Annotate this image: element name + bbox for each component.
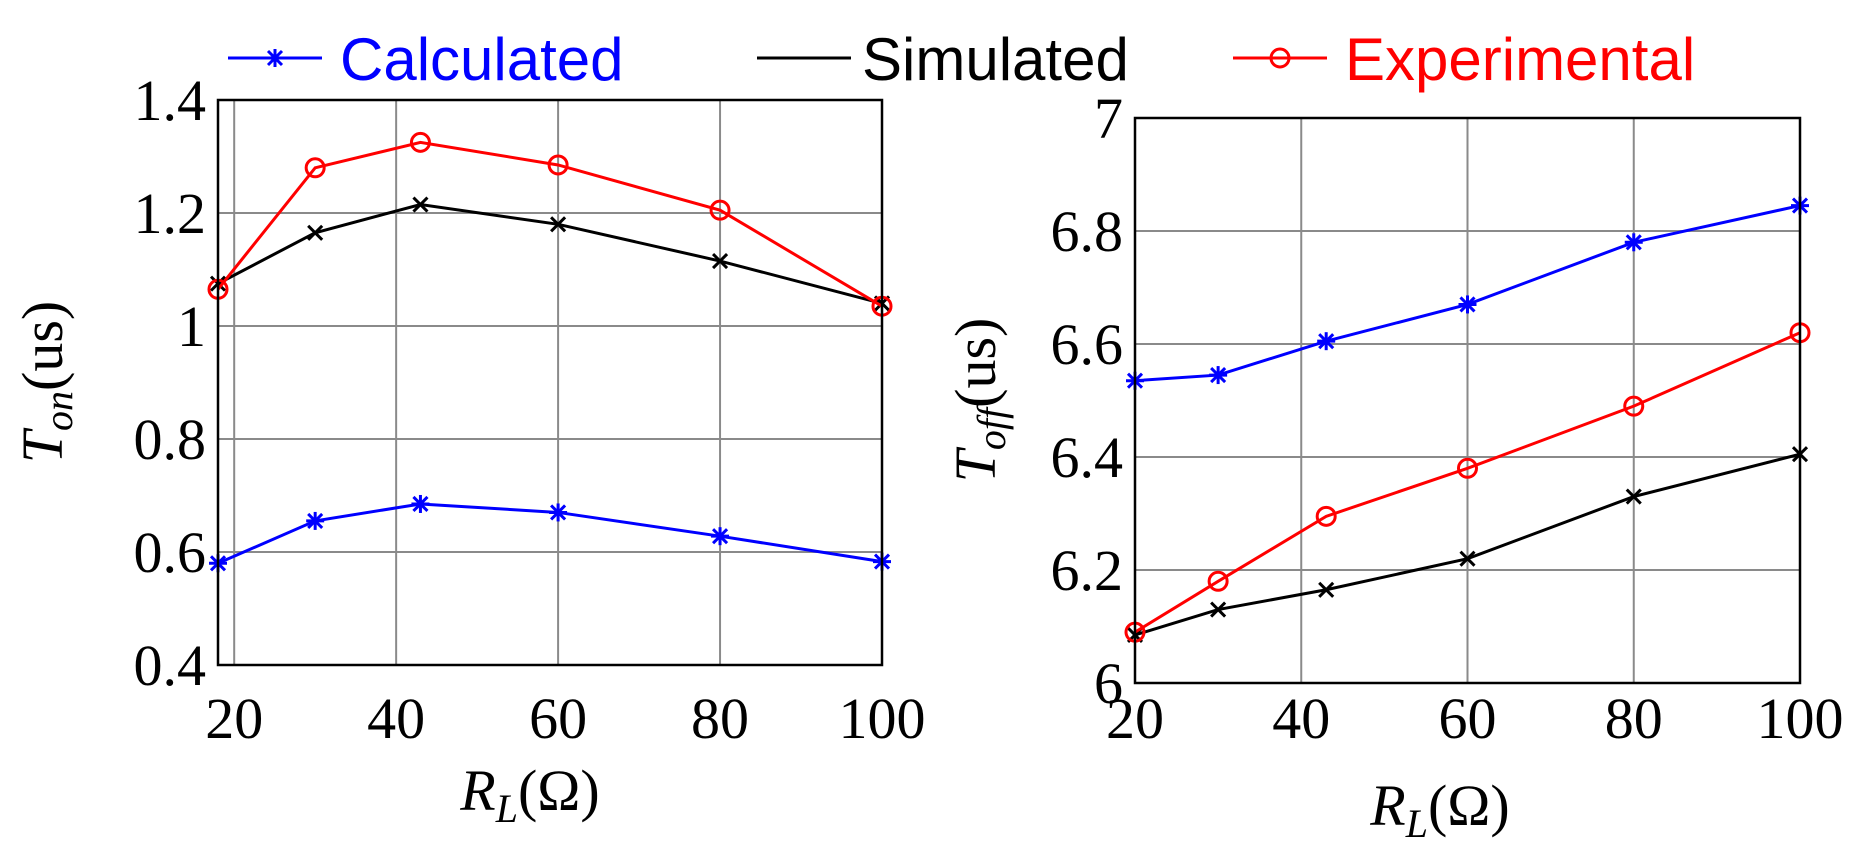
plot-frame (1133, 116, 1802, 685)
y-tick-labels: 6 6.2 6.4 6.6 6.8 7 (1051, 86, 1124, 716)
grid (218, 99, 883, 666)
x-tick-label: 80 (691, 686, 749, 751)
point-simulated-1 (307, 224, 324, 241)
point-simulated-1 (1210, 601, 1227, 618)
x-tick-label: 20 (205, 686, 263, 751)
point-simulated-2 (1318, 581, 1335, 598)
y-tick-labels: 0.4 0.6 0.8 1 1.2 1.4 (134, 68, 207, 698)
x-axis-label: RL(Ω) (459, 758, 599, 831)
x-axis-label: RL(Ω) (1369, 773, 1509, 846)
y-tick-label: 6.4 (1051, 425, 1124, 490)
point-experimental-4 (709, 199, 731, 221)
y-tick-label: 1.4 (134, 68, 207, 133)
grid (1134, 117, 1801, 684)
chart-ton: 0.4 0.6 0.8 1 1.2 1.4 20 40 60 80 100 Ton(us) RL(… (10, 68, 926, 831)
series-line-calculated (1134, 204, 1801, 383)
point-calculated-4 (1624, 233, 1643, 252)
point-experimental-1 (1207, 570, 1229, 592)
series-line-experimental (216, 140, 883, 308)
legend-label-experimental: Experimental (1345, 26, 1695, 93)
legend-entry-experimental: Experimental (1233, 26, 1695, 93)
legend-marker-calculated (266, 49, 284, 67)
series-line-simulated (217, 202, 883, 305)
legend: Calculated Simulated Experimental (228, 26, 1695, 93)
y-tick-label: 6 (1094, 651, 1123, 716)
point-calculated-1 (1209, 366, 1228, 385)
point-simulated-2 (412, 196, 429, 213)
point-calculated-1 (306, 511, 325, 530)
x-tick-labels: 20 40 60 80 100 (205, 686, 925, 751)
point-experimental-3 (547, 154, 569, 176)
plot-frame (216, 98, 884, 667)
point-experimental-2 (1315, 505, 1337, 527)
x-tick-label: 60 (1439, 686, 1497, 751)
point-simulated-4 (711, 252, 729, 270)
x-tick-label: 40 (367, 686, 425, 751)
x-tick-label: 20 (1106, 686, 1164, 751)
legend-label-simulated: Simulated (862, 26, 1129, 93)
point-calculated-3 (549, 503, 568, 522)
y-axis-label: Ton(us) (10, 301, 81, 463)
y-tick-label: 6.6 (1051, 312, 1124, 377)
y-axis-label: Toff(us) (943, 318, 1014, 483)
y-tick-label: 7 (1094, 86, 1123, 151)
y-tick-label: 6.2 (1051, 538, 1124, 603)
point-simulated-3 (1459, 550, 1476, 567)
x-tick-label: 100 (839, 686, 926, 751)
point-experimental-1 (304, 157, 326, 179)
point-simulated-4 (1625, 488, 1642, 505)
circle-icon (1269, 47, 1291, 69)
y-tick-label: 0.6 (134, 520, 207, 585)
series-line-simulated (1134, 452, 1801, 637)
point-calculated-2 (411, 494, 430, 513)
point-experimental-2 (409, 131, 431, 153)
point-simulated-3 (550, 216, 567, 233)
x-tick-label: 60 (529, 686, 587, 751)
series-line-calculated (217, 502, 883, 565)
legend-entry-calculated: Calculated (228, 26, 624, 93)
y-tick-label: 0.4 (134, 633, 207, 698)
point-calculated-4 (711, 527, 730, 546)
legend-entry-simulated: Simulated (757, 26, 1129, 93)
series-group (207, 131, 893, 573)
legend-marker-experimental (1269, 47, 1291, 69)
point-experimental-4 (1623, 395, 1645, 417)
y-tick-label: 0.8 (134, 407, 207, 472)
chart-toff: 6 6.2 6.4 6.6 6.8 7 20 40 60 80 100 Toff(us) RL(Ω… (943, 86, 1844, 846)
x-tick-label: 40 (1272, 686, 1330, 751)
asterisk-icon (266, 49, 284, 67)
y-tick-label: 1 (177, 294, 206, 359)
legend-label-calculated: Calculated (340, 26, 624, 93)
y-tick-label: 6.8 (1051, 199, 1124, 264)
point-experimental-3 (1457, 457, 1478, 479)
x-tick-labels: 20 40 60 80 100 (1106, 686, 1844, 751)
x-tick-label: 80 (1605, 686, 1663, 751)
y-tick-label: 1.2 (134, 181, 207, 246)
series-line-experimental (1134, 331, 1801, 634)
point-calculated-2 (1317, 332, 1336, 351)
point-calculated-3 (1458, 295, 1477, 314)
x-tick-label: 100 (1757, 686, 1844, 751)
